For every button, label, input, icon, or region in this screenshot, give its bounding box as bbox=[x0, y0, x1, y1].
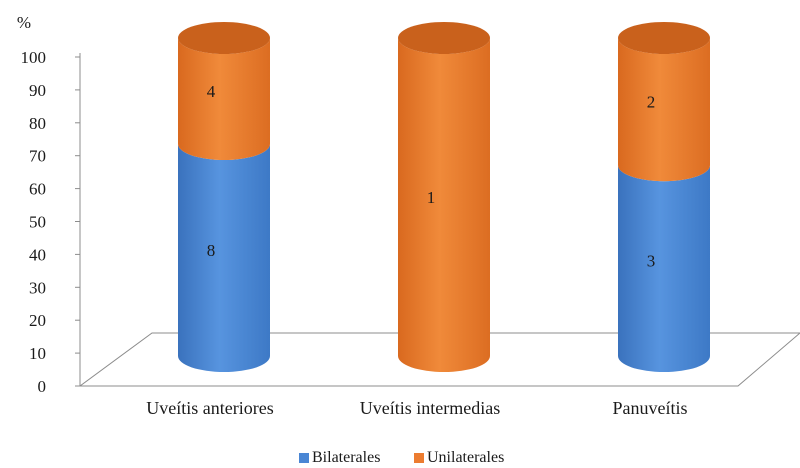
y-unit-label: % bbox=[17, 13, 31, 32]
x-category-label: Uveítis anteriores bbox=[146, 398, 273, 418]
bar-group: 1 bbox=[398, 22, 490, 372]
bar-top-cap bbox=[398, 22, 490, 54]
legend-swatch-unilaterales bbox=[414, 453, 424, 463]
y-tick-label: 10 bbox=[29, 344, 46, 363]
chart-floor bbox=[78, 53, 800, 387]
y-tick-label: 40 bbox=[29, 245, 46, 264]
legend: Bilaterales Unilaterales bbox=[299, 449, 504, 466]
bar-segment-unilaterales bbox=[398, 38, 490, 372]
y-tick-label: 90 bbox=[29, 81, 46, 100]
y-tick-label: 70 bbox=[29, 147, 46, 166]
floor-plane bbox=[78, 332, 800, 387]
y-tick-label: 80 bbox=[29, 114, 46, 133]
legend-swatch-bilaterales bbox=[299, 453, 309, 463]
bar-group: 84 bbox=[178, 22, 270, 372]
category-labels: Uveítis anteriores Uveítis intermedias Pan… bbox=[146, 398, 687, 418]
bar-segment-bilaterales bbox=[178, 144, 270, 372]
bar-group: 32 bbox=[618, 22, 710, 372]
y-tick-label: 100 bbox=[21, 48, 47, 67]
y-tick-label: 0 bbox=[38, 377, 47, 396]
data-label: 4 bbox=[207, 82, 216, 101]
y-axis: 0 10 20 30 40 50 60 70 80 90 100 bbox=[21, 48, 80, 396]
bar-segment-unilaterales bbox=[618, 38, 710, 182]
data-label: 3 bbox=[647, 252, 656, 271]
y-tick-label: 20 bbox=[29, 311, 46, 330]
bar-top-cap bbox=[618, 22, 710, 54]
x-category-label: Uveítis intermedias bbox=[360, 398, 500, 418]
legend-label-unilaterales: Unilaterales bbox=[427, 449, 504, 466]
y-tick-label: 30 bbox=[29, 278, 46, 297]
bar-top-cap bbox=[178, 22, 270, 54]
bar-segment-unilaterales bbox=[178, 38, 270, 160]
bar-segment-bilaterales bbox=[618, 165, 710, 372]
x-category-label: Panuveítis bbox=[613, 398, 688, 418]
data-label: 1 bbox=[427, 188, 436, 207]
data-label: 8 bbox=[207, 241, 216, 260]
legend-label-bilaterales: Bilaterales bbox=[312, 449, 380, 466]
data-label: 2 bbox=[647, 93, 656, 112]
y-tick-label: 60 bbox=[29, 180, 46, 199]
y-tick-label: 50 bbox=[29, 213, 46, 232]
